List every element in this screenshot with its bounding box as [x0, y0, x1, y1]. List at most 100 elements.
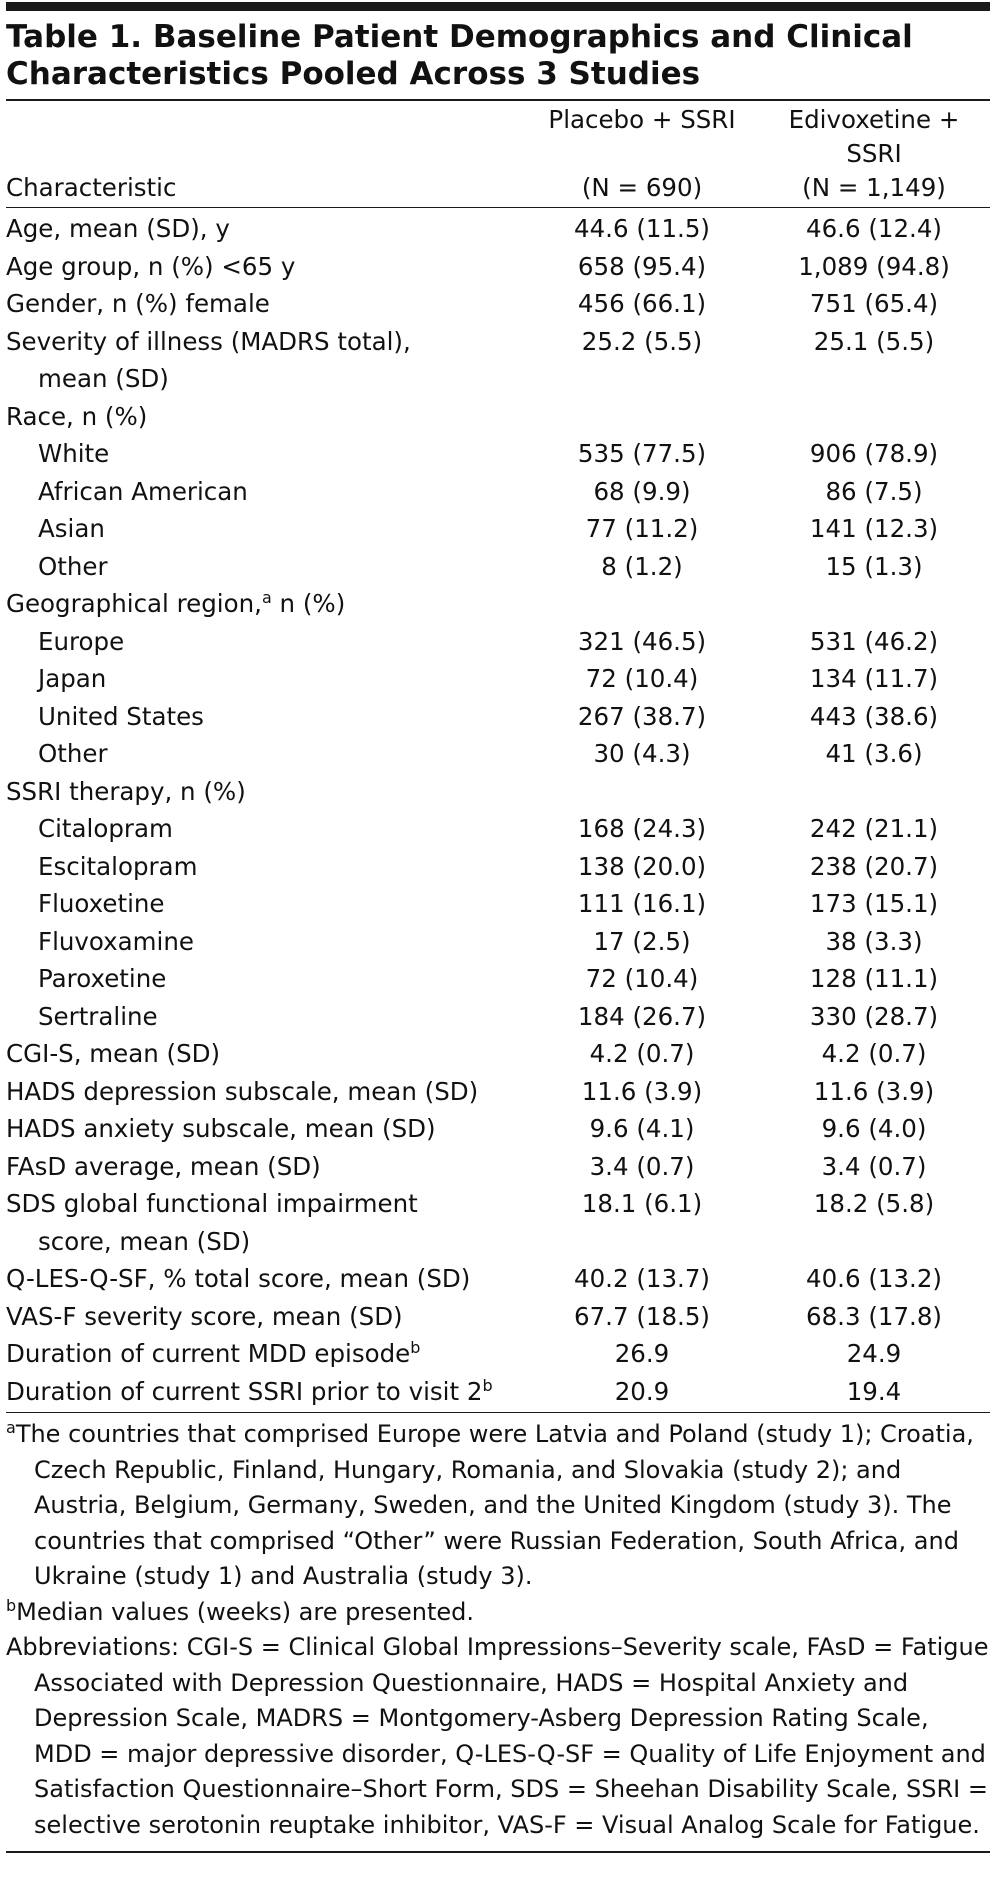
row-label: Geographical region,a n (%): [6, 585, 526, 623]
cell-value: 26.9: [614, 1339, 670, 1368]
cell-value: 44.6 (11.5): [573, 214, 710, 243]
cell-value: 40.2 (13.7): [573, 1264, 710, 1293]
footnote-text: The countries that comprised Europe were…: [15, 1420, 974, 1590]
footnote-text: Median values (weeks) are presented.: [16, 1597, 474, 1626]
cell-empty: [758, 773, 990, 811]
table-body: Age, mean (SD), y 44.6 (11.5) 46.6 (12.4) A…: [6, 208, 990, 1413]
cell-value: 238 (20.7): [809, 851, 939, 881]
cell-value: 330 (28.7): [809, 1001, 939, 1031]
table-row: Fluoxetine 111 (16.1) 173 (15.1): [6, 885, 990, 923]
column-header: (N = 690): [581, 173, 703, 202]
table-row: United States 267 (38.7) 443 (38.6): [6, 698, 990, 736]
row-label: Asian: [6, 510, 526, 548]
table-row: Escitalopram 138 (20.0) 238 (20.7): [6, 848, 990, 886]
cell-value: 9.6 (4.1): [589, 1114, 695, 1143]
column-header: Edivoxetine + SSRI: [788, 105, 960, 168]
cell-value: 141 (12.3): [809, 514, 939, 543]
cell-value: 25.2 (5.5): [581, 326, 703, 356]
row-label: HADS anxiety subscale, mean (SD): [6, 1110, 526, 1148]
table-row: Europe 321 (46.5) 531 (46.2): [6, 623, 990, 661]
footnote: Abbreviations: CGI-S = Clinical Global I…: [6, 1630, 990, 1843]
row-label: Age group, n (%) <65 y: [6, 248, 526, 286]
table-row: Q-LES-Q-SF, % total score, mean (SD) 40.2…: [6, 1260, 990, 1298]
label-text: Age, mean (SD), y: [6, 214, 230, 243]
table-row: SDS global functional impairment score, m…: [6, 1185, 990, 1260]
row-label: SSRI therapy, n (%): [6, 773, 526, 811]
table-row: HADS depression subscale, mean (SD) 11.6 …: [6, 1073, 990, 1111]
cell-value: 30 (4.3): [593, 739, 691, 768]
cell-value: 4.2 (0.7): [589, 1039, 695, 1068]
row-label: Age, mean (SD), y: [6, 210, 526, 248]
footnote-text: Abbreviations: CGI-S = Clinical Global I…: [6, 1633, 989, 1839]
cell-value: 11.6 (3.9): [813, 1076, 935, 1106]
label-text: Asian: [38, 514, 105, 543]
cell-value: 18.2 (5.8): [813, 1189, 935, 1218]
cell-value: 456 (66.1): [577, 289, 707, 318]
table-row: Duration of current SSRI prior to visit …: [6, 1373, 990, 1411]
row-label: United States: [6, 698, 526, 736]
cell-value: 321 (46.5): [577, 626, 707, 656]
row-label: Fluoxetine: [6, 885, 526, 923]
cell-value: 3.4 (0.7): [821, 1151, 927, 1181]
cell-value: 184 (26.7): [577, 1001, 707, 1031]
footnote-marker: b: [410, 1338, 421, 1357]
table-row: Other 8 (1.2) 15 (1.3): [6, 548, 990, 586]
cell-value: 168 (24.3): [577, 814, 707, 843]
cell-value: 531 (46.2): [809, 626, 939, 656]
cell-value: 267 (38.7): [577, 701, 707, 731]
cell-value: 1,089 (94.8): [798, 251, 950, 281]
table-row: HADS anxiety subscale, mean (SD) 9.6 (4.1…: [6, 1110, 990, 1148]
table-row: Age group, n (%) <65 y 658 (95.4) 1,089 (9…: [6, 248, 990, 286]
cell-empty: [758, 398, 990, 436]
row-label: Duration of current MDD episodeb: [6, 1335, 526, 1373]
table-row: VAS-F severity score, mean (SD) 67.7 (18.…: [6, 1298, 990, 1336]
table-row: SSRI therapy, n (%): [6, 773, 990, 811]
cell-empty: [758, 585, 990, 623]
label-text: Fluvoxamine: [38, 926, 194, 956]
row-label: Duration of current SSRI prior to visit …: [6, 1373, 526, 1411]
label-text: Race, n (%): [6, 401, 148, 431]
row-label: FAsD average, mean (SD): [6, 1148, 526, 1186]
label-text: Other: [38, 739, 108, 768]
row-label: Escitalopram: [6, 848, 526, 886]
row-label: Europe: [6, 623, 526, 661]
cell-value: 77 (11.2): [585, 514, 699, 543]
footnote: bMedian values (weeks) are presented.: [6, 1595, 990, 1631]
cell-value: 15 (1.3): [825, 551, 923, 581]
row-label: Paroxetine: [6, 960, 526, 998]
row-label: Severity of illness (MADRS total), mean (…: [6, 323, 526, 398]
cell-value: 8 (1.2): [601, 551, 683, 581]
label-text: mean (SD): [38, 364, 169, 393]
footnotes: aThe countries that comprised Europe wer…: [6, 1413, 990, 1853]
cell-value: 138 (20.0): [577, 851, 707, 881]
row-label: Other: [6, 548, 526, 586]
cell-value: 40.6 (13.2): [805, 1264, 942, 1293]
cell-value: 9.6 (4.0): [821, 1114, 927, 1143]
cell-value: 25.1 (5.5): [813, 326, 935, 356]
footnote-marker: b: [482, 1375, 493, 1395]
row-label: Gender, n (%) female: [6, 285, 526, 323]
table-row: Race, n (%): [6, 398, 990, 436]
table-row: FAsD average, mean (SD) 3.4 (0.7) 3.4 (0.7…: [6, 1148, 990, 1186]
label-text: Geographical region,: [6, 589, 262, 618]
footnote: aThe countries that comprised Europe wer…: [6, 1417, 990, 1595]
cell-value: 18.1 (6.1): [581, 1189, 703, 1218]
label-text: Other: [38, 551, 108, 581]
column-header: (N = 1,149): [802, 173, 946, 202]
cell-empty: [526, 398, 758, 436]
label-text: Severity of illness (MADRS total),: [6, 326, 411, 356]
cell-value: 751 (65.4): [809, 289, 939, 318]
label-text: VAS-F severity score, mean (SD): [6, 1301, 403, 1331]
row-label: Japan: [6, 660, 526, 698]
table-row: Citalopram 168 (24.3) 242 (21.1): [6, 810, 990, 848]
table-row: Other 30 (4.3) 41 (3.6): [6, 735, 990, 773]
cell-value: 3.4 (0.7): [589, 1151, 695, 1181]
row-label: Other: [6, 735, 526, 773]
label-text: Age group, n (%) <65 y: [6, 251, 296, 281]
cell-value: 68.3 (17.8): [805, 1301, 942, 1331]
footnote-marker: b: [6, 1595, 17, 1615]
cell-value: 242 (21.1): [809, 814, 939, 843]
cell-value: 46.6 (12.4): [805, 214, 942, 243]
cell-value: 173 (15.1): [809, 889, 939, 918]
